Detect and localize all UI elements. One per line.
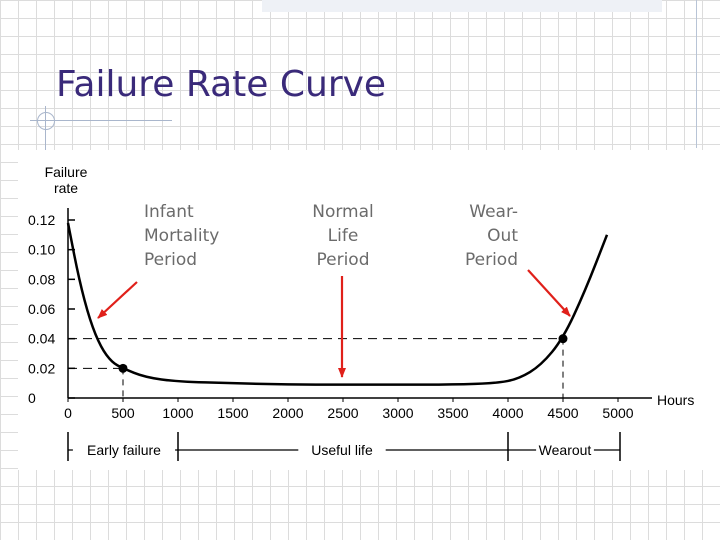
y-tick-label: 0 xyxy=(28,390,36,406)
phase-label-bg xyxy=(298,441,386,459)
x-axis-label: Hours xyxy=(657,392,694,408)
x-tick-label: 2500 xyxy=(327,405,358,421)
x-tick-label: 500 xyxy=(111,405,135,421)
annotation-infant-mortality: Infant Mortality Period xyxy=(144,202,220,270)
y-axis-label: rate xyxy=(54,180,78,196)
curve-marker-point xyxy=(118,363,128,373)
title-underline xyxy=(30,120,172,121)
x-tick-label: 4500 xyxy=(547,405,578,421)
y-tick-label: 0.08 xyxy=(28,271,55,287)
title-marker-circle xyxy=(37,112,55,130)
phase-label-bg xyxy=(536,441,594,459)
phase-label: Wearout xyxy=(539,442,592,458)
failure-rate-curve xyxy=(66,222,609,386)
x-tick-label: 3000 xyxy=(382,405,413,421)
x-tick-label: 1000 xyxy=(162,405,193,421)
y-tick-label: 0.06 xyxy=(28,301,55,317)
x-tick-label: 3500 xyxy=(437,405,468,421)
annotation-wear-out: Wear- Out Period xyxy=(464,202,518,270)
phase-label: Useful life xyxy=(311,442,373,458)
x-tick-label: 5000 xyxy=(602,405,633,421)
annotation-normal-life: Normal Life Period xyxy=(312,202,374,270)
curve-marker-point xyxy=(558,334,568,344)
x-tick-label: 2000 xyxy=(272,405,303,421)
top-decoration-bar xyxy=(262,0,662,12)
y-tick-label: 0.02 xyxy=(28,360,55,376)
y-tick-label: 0.10 xyxy=(28,242,55,258)
y-tick-label: 0.04 xyxy=(28,331,55,347)
x-tick-label: 0 xyxy=(64,405,72,421)
y-axis-label: Failure xyxy=(45,164,88,180)
right-decoration-line xyxy=(696,0,697,148)
y-tick-label: 0.12 xyxy=(28,212,55,228)
annotation-arrow xyxy=(97,281,138,319)
annotation-arrow xyxy=(527,269,571,317)
slide-title: Failure Rate Curve xyxy=(56,64,387,105)
phase-label: Early failure xyxy=(87,442,161,458)
x-tick-label: 1500 xyxy=(217,405,248,421)
x-tick-label: 4000 xyxy=(492,405,523,421)
phase-label-bg xyxy=(72,441,176,459)
chart-panel xyxy=(18,150,720,470)
